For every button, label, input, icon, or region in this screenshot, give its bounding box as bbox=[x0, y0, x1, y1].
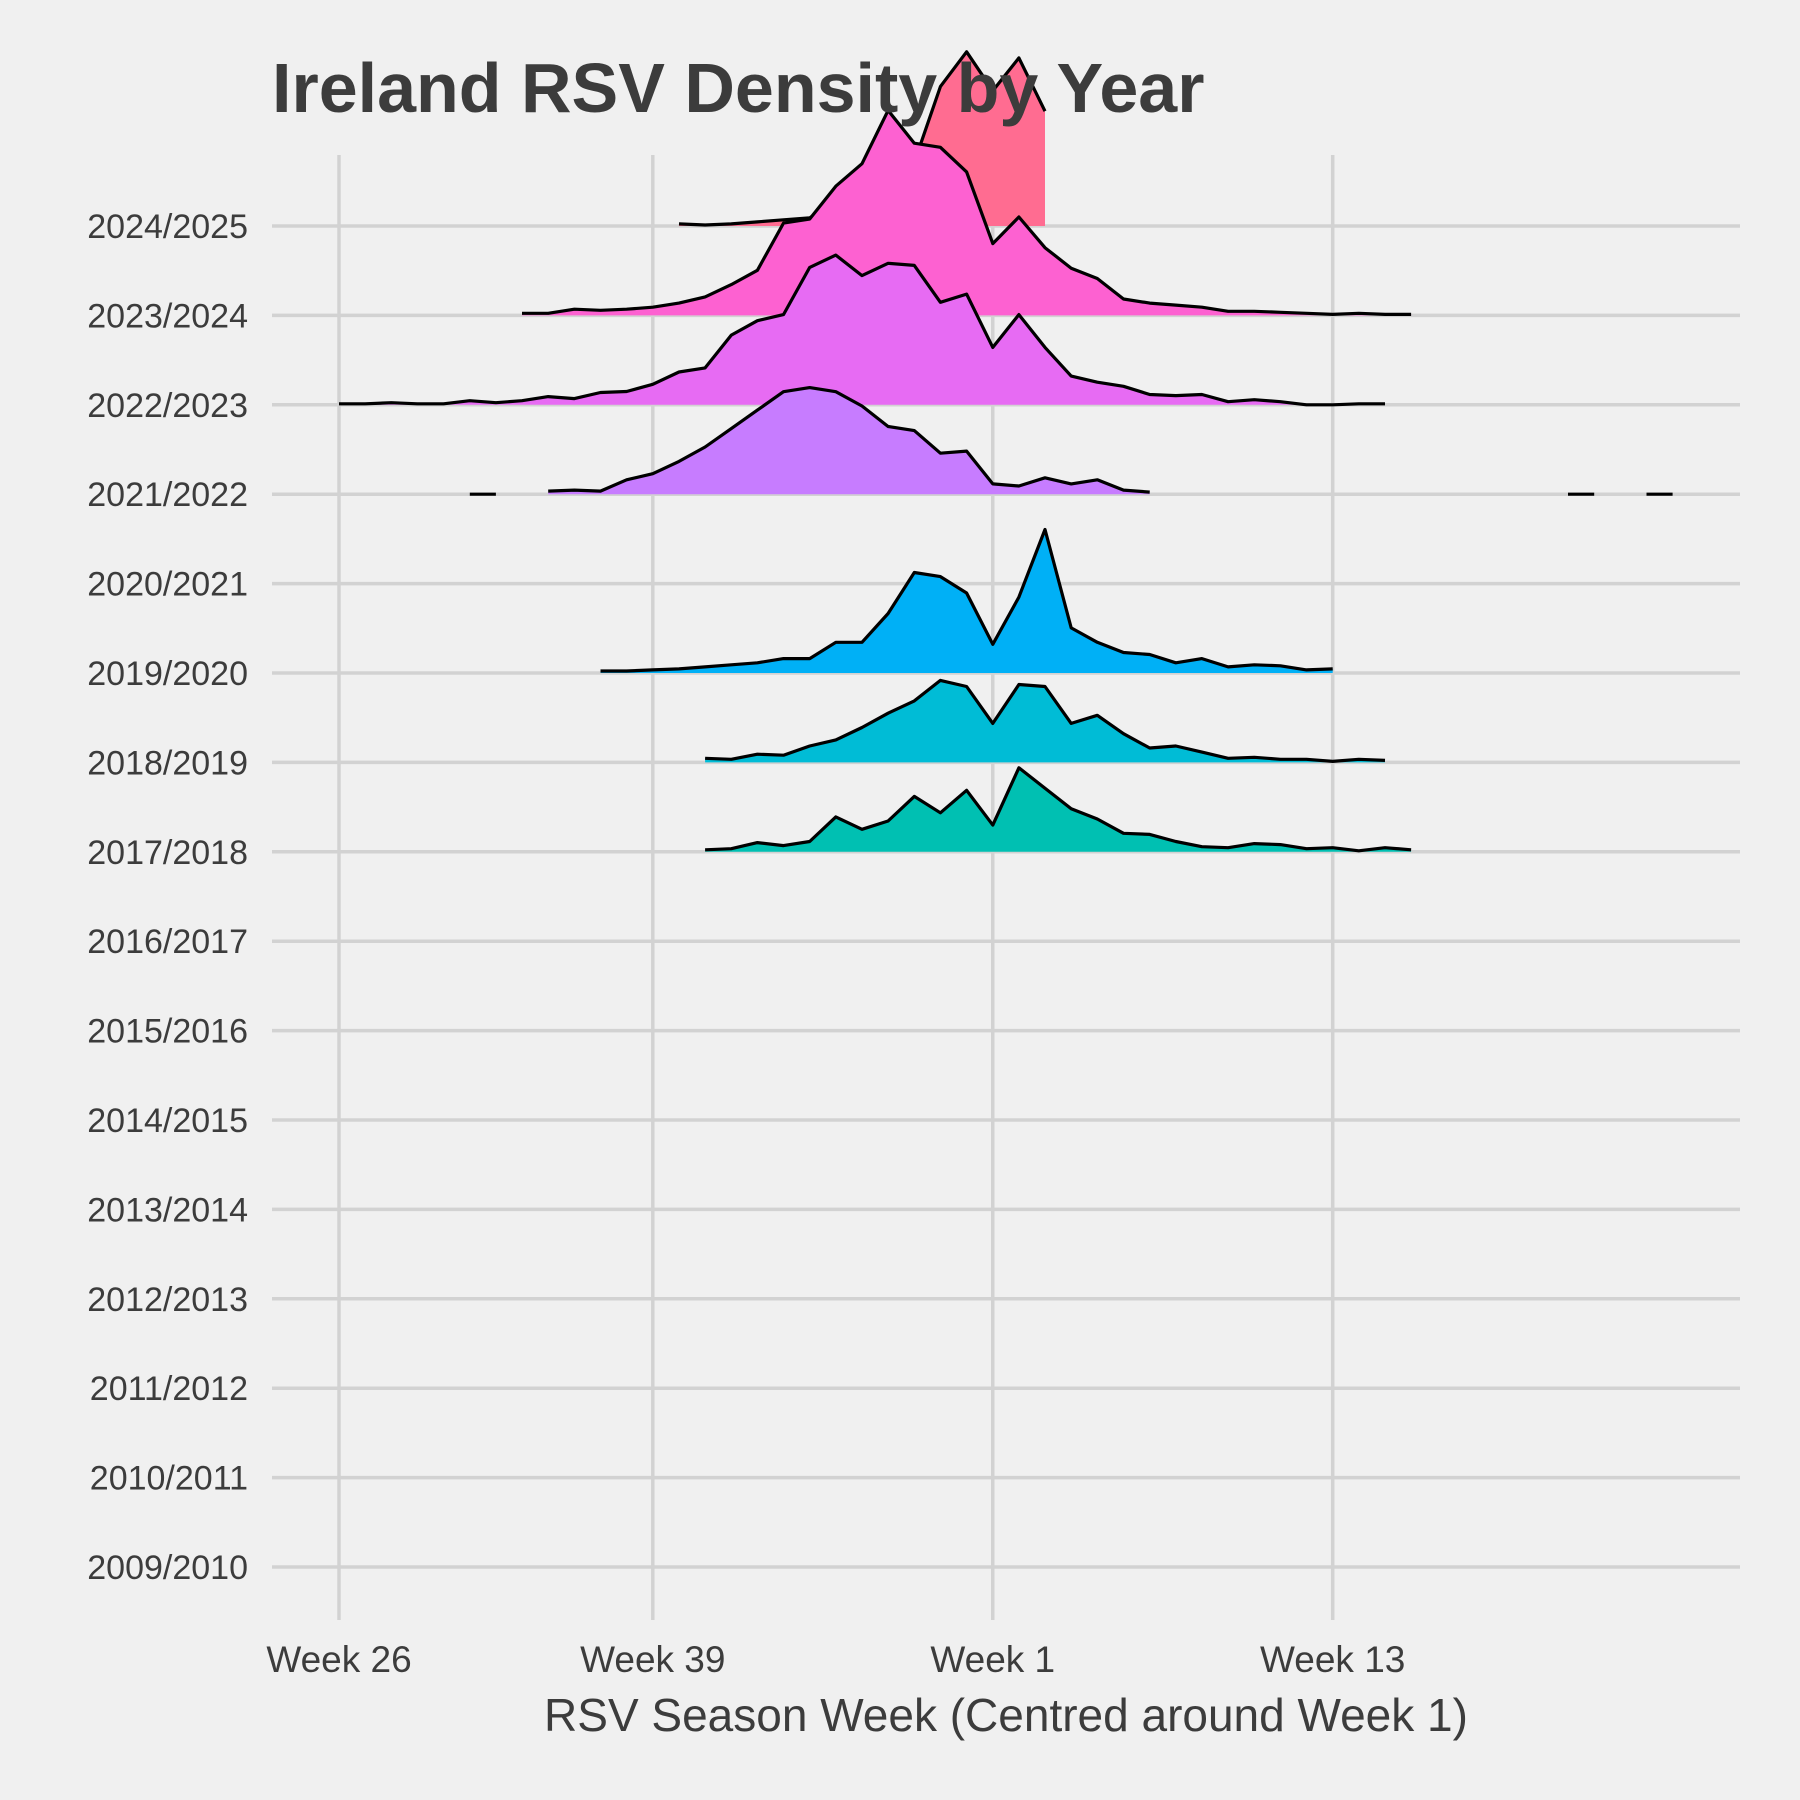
y-tick-labels: 2009/2010 2010/2011 2011/2012 2012/2013 2013… bbox=[87, 208, 248, 1587]
y-tick-label: 2018/2019 bbox=[87, 744, 248, 782]
y-tick-label: 2010/2011 bbox=[90, 1460, 248, 1498]
ridge-area bbox=[339, 255, 1385, 405]
y-tick-label: 2023/2024 bbox=[87, 297, 248, 335]
x-tick-label: Week 13 bbox=[1260, 1639, 1405, 1680]
y-tick-label: 2020/2021 bbox=[87, 566, 248, 604]
y-tick-label: 2009/2010 bbox=[87, 1549, 248, 1587]
ridge-outline bbox=[600, 527, 1333, 673]
x-tick-labels: Week 26 Week 39 Week 1 Week 13 bbox=[266, 1639, 1405, 1680]
ridge-outline bbox=[522, 108, 1412, 316]
x-axis-label: RSV Season Week (Centred around Week 1) bbox=[544, 1689, 1468, 1741]
y-tick-label: 2011/2012 bbox=[90, 1370, 248, 1408]
ridge-outline bbox=[705, 678, 1386, 763]
ridge-area bbox=[705, 680, 1385, 763]
chart-title: Ireland RSV Density by Year bbox=[272, 49, 1204, 127]
ridges bbox=[339, 50, 1673, 853]
y-tick-label: 2013/2014 bbox=[87, 1191, 248, 1229]
y-tick-label: 2022/2023 bbox=[87, 387, 248, 425]
x-tick-label: Week 39 bbox=[580, 1639, 725, 1680]
y-tick-label: 2017/2018 bbox=[87, 834, 248, 872]
y-tick-label: 2019/2020 bbox=[87, 655, 248, 693]
ridge-area bbox=[600, 529, 1333, 673]
x-tick-label: Week 26 bbox=[266, 1639, 411, 1680]
y-tick-label: 2012/2013 bbox=[87, 1281, 248, 1319]
ridge-outline bbox=[339, 253, 1385, 407]
y-tick-label: 2015/2016 bbox=[87, 1013, 248, 1051]
y-tick-label: 2014/2015 bbox=[87, 1102, 248, 1140]
y-tick-label: 2024/2025 bbox=[87, 208, 248, 246]
y-tick-label: 2016/2017 bbox=[87, 923, 248, 961]
ridge-area bbox=[522, 110, 1412, 316]
x-tick-label: Week 1 bbox=[930, 1639, 1055, 1680]
ridge-area bbox=[548, 387, 1150, 495]
ridge-outline bbox=[548, 386, 1150, 494]
y-tick-label: 2021/2022 bbox=[87, 476, 248, 514]
ridge-area bbox=[705, 767, 1412, 852]
ridge-outline bbox=[705, 766, 1412, 853]
